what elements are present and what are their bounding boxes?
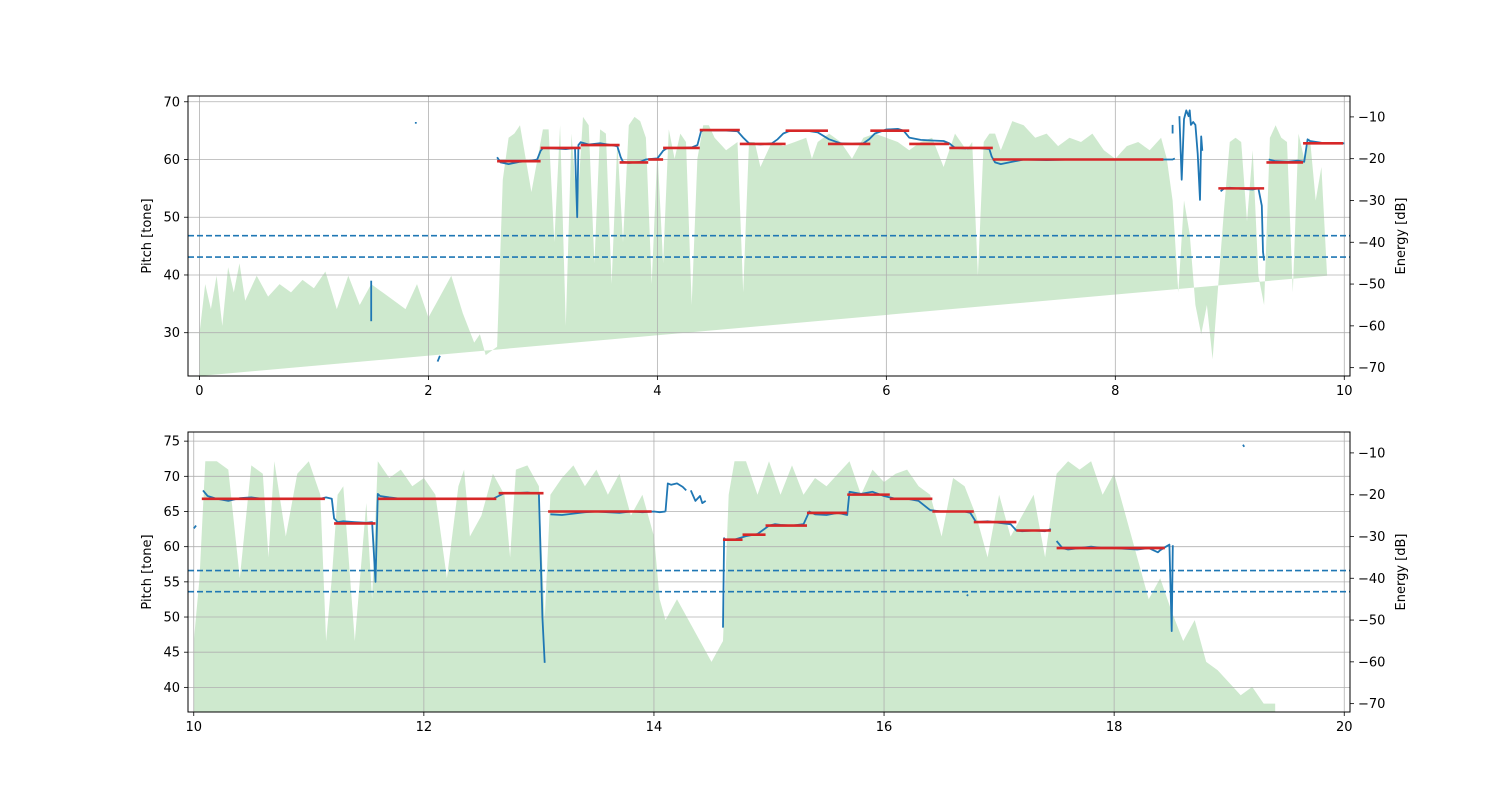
chart-panel-bottom: 10 12 14 16 18 20 40 45 50 55 60 65 70 75 −70 −60 −50 −40…	[140, 431, 1409, 735]
y2-tick-label: −70	[1358, 697, 1385, 712]
y-tick-label: 40	[163, 681, 180, 696]
y-tick-label: 30	[163, 326, 180, 341]
y-tick-label: 45	[163, 646, 180, 661]
y2-tick-label: −30	[1358, 530, 1385, 545]
plot-frame	[187, 95, 1351, 377]
y-tick-label: 65	[163, 505, 180, 520]
x-tick-label: 16	[876, 720, 893, 735]
y2-tick-label: −10	[1358, 110, 1385, 125]
y2-tick-label: −20	[1358, 488, 1385, 503]
pitch-track-segment	[436, 355, 441, 362]
pitch-track-segment	[966, 593, 969, 597]
y-tick-label: 60	[163, 153, 180, 168]
y-tick-label: 60	[163, 540, 180, 555]
energy-area	[199, 116, 1328, 376]
x-tick-label: 4	[653, 384, 661, 399]
pitch-track-segment	[689, 490, 707, 505]
x-tick-label: 18	[1106, 720, 1123, 735]
y2-tick-label: −10	[1358, 446, 1385, 461]
x-tick-label: 6	[882, 384, 890, 399]
plot-frame	[187, 431, 1351, 713]
y2-tick-label: −20	[1358, 152, 1385, 167]
y2-tick-label: −60	[1358, 319, 1385, 334]
y-tick-label: 70	[163, 95, 180, 110]
x-tick-label: 20	[1336, 720, 1353, 735]
y-tick-label: 50	[163, 211, 180, 226]
y-tick-label: 40	[163, 268, 180, 283]
y-tick-label: 70	[163, 470, 180, 485]
pitch-track-segment	[193, 525, 197, 529]
x-tick-label: 10	[185, 720, 202, 735]
x-tick-label: 12	[416, 720, 433, 735]
y-axis-label: Pitch [tone]	[140, 198, 155, 273]
y2-axis-label: Energy [dB]	[1394, 534, 1409, 611]
pitch-track-segment	[1178, 109, 1204, 201]
y-tick-label: 75	[163, 435, 180, 450]
y2-tick-label: −40	[1358, 572, 1385, 587]
y2-tick-label: −70	[1358, 361, 1385, 376]
pitch-track-segment	[1242, 444, 1245, 448]
x-tick-label: 10	[1336, 384, 1353, 399]
chart-panel-top: 0 2 4 6 8 10 30 40 50 60 70 −70 −60 −50 −40 −30 −20 −10 Pi…	[140, 95, 1409, 399]
y2-axis-label: Energy [dB]	[1394, 198, 1409, 275]
y2-tick-label: −50	[1358, 614, 1385, 629]
y-tick-label: 55	[163, 575, 180, 590]
y2-tick-label: −40	[1358, 236, 1385, 251]
y-axis-label: Pitch [tone]	[140, 534, 155, 609]
x-tick-label: 2	[424, 384, 432, 399]
x-tick-label: 0	[195, 384, 203, 399]
y2-tick-label: −50	[1358, 278, 1385, 293]
y2-tick-label: −30	[1358, 194, 1385, 209]
x-tick-label: 14	[646, 720, 663, 735]
pitch-track-segment	[664, 482, 687, 512]
y-tick-label: 50	[163, 611, 180, 626]
x-tick-label: 8	[1111, 384, 1119, 399]
y2-tick-label: −60	[1358, 655, 1385, 670]
